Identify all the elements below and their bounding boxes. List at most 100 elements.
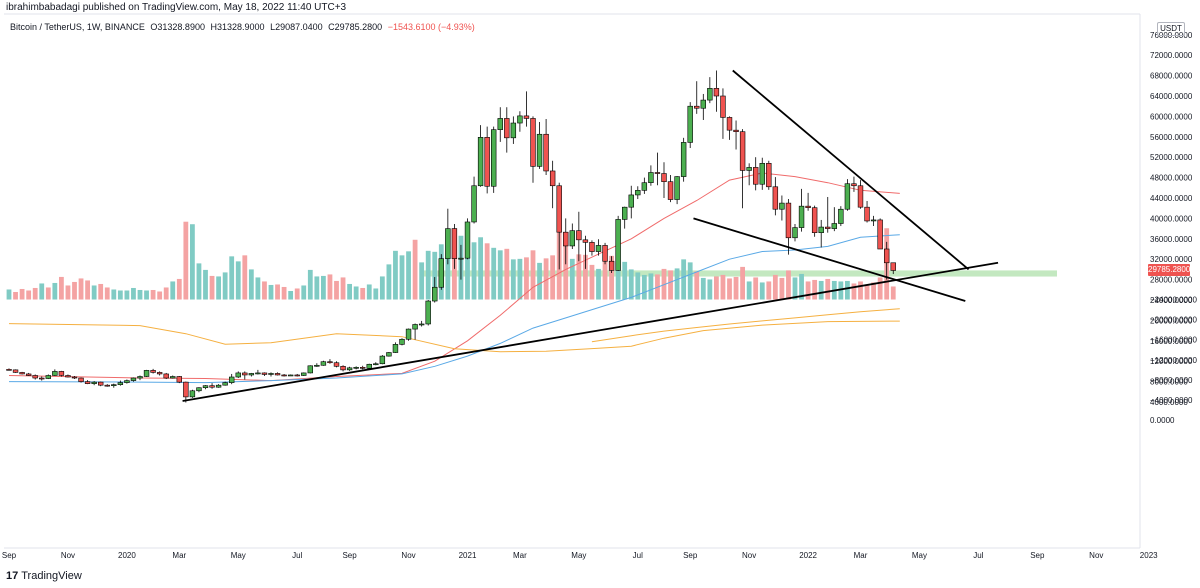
- volume-bar: [255, 277, 261, 300]
- volume-bar: [222, 272, 228, 300]
- volume-bar: [877, 277, 883, 300]
- candle-body: [425, 300, 431, 325]
- price-tick-label: 8000.0000: [1150, 378, 1188, 387]
- candle-body: [386, 352, 392, 357]
- candle-body: [235, 372, 241, 378]
- price-tick-label: 36000.0000: [1150, 235, 1193, 244]
- candle-body: [366, 363, 372, 369]
- publisher-header: ibrahimbabadagi published on TradingView…: [6, 2, 347, 13]
- time-tick-label: 2022: [799, 551, 817, 560]
- volume-bar: [746, 281, 752, 300]
- candle-body: [792, 227, 798, 239]
- volume-bar: [838, 281, 844, 300]
- volume-bar: [78, 278, 84, 300]
- volume-bar: [248, 269, 254, 300]
- candle-body: [451, 228, 458, 259]
- candle-body: [726, 117, 733, 131]
- price-tick-label: 28000.0000: [1150, 276, 1193, 285]
- candle-body: [752, 167, 759, 185]
- volume-bar: [242, 255, 248, 300]
- time-tick-label: Jul: [633, 551, 643, 560]
- trendline: [182, 261, 999, 402]
- candle-body: [71, 376, 78, 379]
- candle-body: [864, 206, 870, 222]
- volume-bar: [707, 279, 713, 300]
- volume-bar: [537, 262, 542, 300]
- volume-bar: [799, 273, 804, 300]
- volume-bar: [6, 289, 12, 300]
- candle-body: [766, 163, 772, 188]
- candle-body: [661, 173, 667, 182]
- candle-body: [497, 118, 503, 130]
- candle-body: [379, 355, 386, 365]
- time-tick-label: Jul: [973, 551, 983, 560]
- time-tick-label: Mar: [854, 551, 868, 560]
- trendline: [732, 69, 970, 271]
- candle-body: [130, 377, 137, 381]
- candle-body: [877, 219, 883, 250]
- candle-body: [628, 194, 634, 208]
- volume-bar: [727, 278, 732, 300]
- volume-bar: [733, 276, 739, 300]
- candle-body: [739, 131, 746, 171]
- candle-body: [373, 363, 379, 366]
- candle-body: [530, 118, 536, 167]
- volume-bar: [550, 255, 556, 300]
- volume-bar: [131, 287, 136, 300]
- candle-body: [707, 88, 713, 101]
- candle-body: [320, 361, 327, 366]
- close-value: C29785.2800: [328, 22, 383, 32]
- volume-bar: [524, 257, 529, 300]
- volume-bar: [714, 276, 719, 300]
- candle-body: [65, 375, 71, 378]
- volume-bar: [91, 285, 97, 300]
- volume-bar: [543, 258, 549, 300]
- price-tick-label: 48000.0000: [1150, 174, 1193, 183]
- volume-bar: [275, 284, 280, 300]
- price-tick-label: 16000.0000: [1150, 337, 1193, 346]
- candle-body: [137, 376, 143, 379]
- candle-body: [798, 205, 805, 228]
- candle-body: [124, 380, 130, 383]
- volume-bar: [216, 276, 221, 300]
- candle-body: [287, 374, 294, 377]
- volume-bar: [845, 280, 850, 300]
- candle-body: [510, 122, 517, 139]
- candle-body: [805, 205, 811, 208]
- candle-body: [209, 385, 215, 388]
- volume-bar: [858, 281, 863, 300]
- volume-bar: [504, 248, 510, 300]
- volume-bar: [190, 224, 195, 300]
- low-value: L29087.0400: [270, 22, 323, 32]
- candle-body: [438, 258, 444, 288]
- volume-bar: [792, 277, 798, 300]
- candle-body: [825, 226, 831, 229]
- open-value: O31328.8900: [150, 22, 205, 32]
- volume-bar: [196, 263, 202, 300]
- candle-body: [392, 344, 399, 353]
- volume-bar: [209, 275, 215, 300]
- currency-badge[interactable]: USDT: [1157, 22, 1185, 36]
- candle-body: [779, 202, 785, 210]
- candle-body: [635, 190, 641, 196]
- time-tick-label: Sep: [342, 551, 357, 560]
- volume-bar: [471, 242, 477, 300]
- volume-bar: [812, 279, 818, 300]
- candle-body: [405, 328, 412, 340]
- volume-bar: [864, 284, 870, 300]
- candle-body: [359, 367, 366, 369]
- candle-body: [314, 364, 320, 367]
- symbol-name[interactable]: Bitcoin / TetherUS, 1W, BINANCE: [10, 22, 145, 32]
- candle-body: [464, 221, 471, 259]
- support-zone: [421, 270, 1057, 277]
- volume-bar: [288, 290, 294, 300]
- time-tick-label: Nov: [61, 551, 75, 560]
- price-tick-label: 44000.0000: [1150, 194, 1193, 203]
- volume-bar: [235, 261, 241, 300]
- candle-body: [838, 208, 844, 224]
- candle-body: [78, 377, 84, 382]
- tradingview-footer[interactable]: 17 TradingView: [6, 570, 82, 582]
- high-value: H31328.9000: [210, 22, 265, 32]
- candle-body: [831, 223, 838, 229]
